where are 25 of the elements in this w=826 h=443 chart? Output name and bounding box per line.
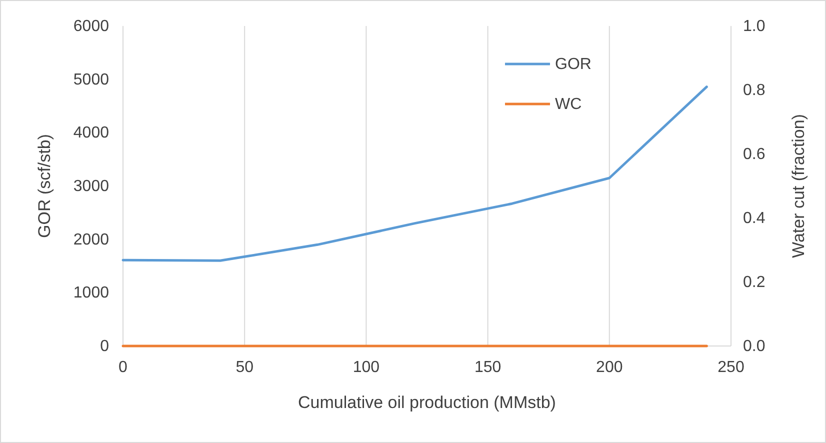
x-tick-label: 0 — [118, 359, 128, 376]
y-tick-label: 6000 — [73, 18, 110, 35]
y2-tick-label: 0.4 — [743, 210, 766, 227]
y-tick-label: 4000 — [73, 124, 110, 142]
y-tick-label: 0 — [100, 338, 110, 355]
legend-label: WC — [555, 96, 582, 113]
y2-tick-label: 0.2 — [743, 274, 766, 291]
x-tick-label: 150 — [474, 359, 502, 376]
y2-axis-title: Water cut (fraction) — [789, 114, 808, 258]
y2-tick-label: 1.0 — [743, 18, 766, 35]
x-tick-label: 200 — [596, 359, 623, 376]
x-tick-label: 50 — [236, 359, 254, 376]
line-series — [122, 86, 708, 262]
y-tick-label: 2000 — [73, 231, 110, 248]
y-tick-label: 5000 — [73, 71, 110, 88]
y-tick-label: 1000 — [73, 284, 110, 302]
x-tick-label: 250 — [718, 359, 744, 376]
y-tick-label: 3000 — [73, 178, 110, 195]
legend-label: GOR — [555, 56, 592, 73]
y2-tick-label: 0.8 — [743, 82, 766, 99]
y2-tick-label: 0.0 — [743, 338, 766, 355]
y-axis-title: GOR (scf/stb) — [35, 134, 54, 238]
x-axis-title: Cumulative oil production (MMstb) — [298, 393, 556, 412]
y2-tick-label: 0.6 — [743, 146, 766, 163]
x-tick-label: 100 — [352, 359, 380, 376]
